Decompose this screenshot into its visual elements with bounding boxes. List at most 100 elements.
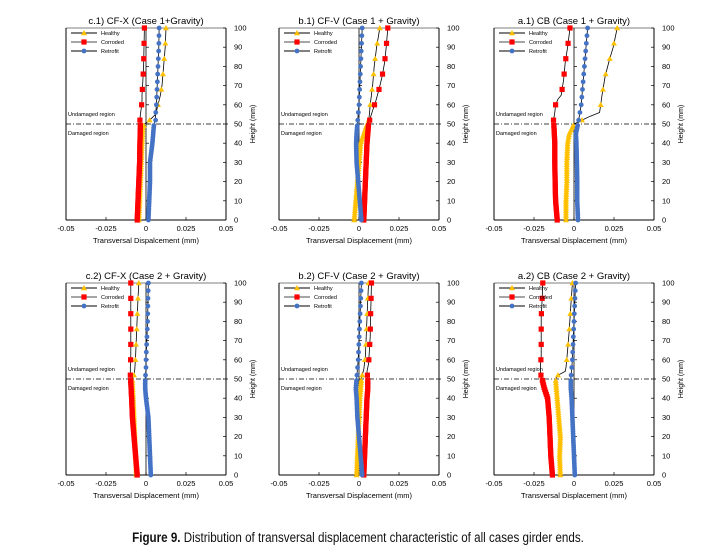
y-tick-label: 0 bbox=[234, 471, 238, 480]
data-point bbox=[140, 71, 146, 77]
data-point bbox=[132, 356, 139, 362]
data-point bbox=[156, 25, 162, 31]
data-point bbox=[584, 33, 590, 39]
y-tick-label: 0 bbox=[662, 471, 666, 480]
data-point bbox=[581, 71, 587, 77]
y-axis-label: Height (mm) bbox=[250, 360, 257, 399]
y-tick-label: 60 bbox=[234, 355, 242, 364]
legend-label-corroded: Corroded bbox=[101, 295, 124, 301]
data-point bbox=[128, 311, 134, 317]
series-healthy bbox=[552, 280, 576, 478]
data-point bbox=[146, 280, 151, 286]
y-tick-label: 40 bbox=[234, 394, 242, 403]
data-point bbox=[358, 377, 365, 383]
legend-marker-healthy bbox=[509, 285, 515, 291]
legend-marker-healthy bbox=[81, 285, 87, 291]
data-point bbox=[359, 280, 364, 286]
y-tick-label: 100 bbox=[234, 279, 247, 288]
undamaged-region-label: Undamaged region bbox=[496, 112, 543, 118]
data-point bbox=[379, 71, 386, 77]
chart-a2: a.2) CB (Case 2 + Gravity)-0.05 -0.025 0 0.… bbox=[485, 271, 685, 500]
y-tick-label: 60 bbox=[662, 355, 670, 364]
x-tick-label: 0.025 bbox=[390, 224, 409, 233]
data-point bbox=[354, 123, 360, 128]
data-point bbox=[583, 48, 589, 54]
data-point bbox=[139, 86, 145, 93]
data-point bbox=[141, 40, 147, 46]
legend-label-healthy: Healthy bbox=[314, 286, 333, 292]
data-point bbox=[354, 378, 359, 383]
y-tick-label: 70 bbox=[447, 81, 455, 90]
y-tick-label: 30 bbox=[447, 413, 455, 422]
data-point bbox=[145, 303, 151, 309]
y-tick-label: 10 bbox=[234, 451, 242, 460]
data-point bbox=[356, 342, 362, 347]
data-point bbox=[141, 56, 147, 62]
y-tick-label: 80 bbox=[662, 317, 670, 326]
chart-c1: c.1) CF-X (Case 1+Gravity)-0.05 -0.025 0 0.… bbox=[57, 16, 257, 245]
data-point bbox=[355, 117, 361, 123]
data-point bbox=[141, 25, 147, 31]
data-point bbox=[569, 365, 575, 370]
series-corroded bbox=[361, 25, 391, 223]
data-point bbox=[570, 342, 576, 347]
y-tick-label: 10 bbox=[234, 196, 242, 205]
y-tick-label: 30 bbox=[234, 158, 242, 167]
data-point bbox=[144, 334, 150, 340]
legend-label-healthy: Healthy bbox=[529, 286, 548, 292]
y-tick-label: 0 bbox=[234, 216, 238, 225]
y-tick-label: 20 bbox=[662, 177, 670, 186]
legend: Healthy Corroded Retrofit bbox=[499, 30, 552, 55]
data-point bbox=[538, 326, 544, 332]
data-point bbox=[602, 71, 609, 77]
data-point bbox=[371, 102, 378, 108]
data-point bbox=[356, 94, 362, 100]
data-point bbox=[367, 341, 373, 348]
legend: Healthy Corroded Retrofit bbox=[499, 285, 552, 310]
legend-marker-corroded bbox=[509, 294, 515, 300]
data-point bbox=[159, 71, 166, 77]
y-tick-label: 70 bbox=[447, 336, 455, 345]
y-tick-label: 60 bbox=[234, 100, 242, 109]
data-point bbox=[154, 79, 160, 85]
data-point bbox=[572, 303, 578, 309]
data-point bbox=[162, 40, 169, 46]
y-tick-label: 50 bbox=[234, 375, 242, 384]
x-tick-label: 0 bbox=[572, 224, 576, 233]
y-tick-label: 100 bbox=[662, 24, 675, 33]
y-tick-label: 50 bbox=[234, 120, 242, 129]
undamaged-region-label: Undamaged region bbox=[281, 367, 328, 373]
data-point bbox=[133, 326, 140, 332]
data-point bbox=[570, 122, 577, 128]
data-point bbox=[368, 311, 374, 317]
data-point bbox=[145, 288, 151, 294]
x-tick-label: 0 bbox=[572, 479, 576, 488]
data-point bbox=[128, 280, 134, 286]
chart-title: c.2) CF-X (Case 2 + Gravity) bbox=[86, 271, 207, 282]
data-point bbox=[573, 280, 578, 286]
damaged-region-label: Damaged region bbox=[496, 131, 537, 137]
y-tick-label: 80 bbox=[447, 62, 455, 71]
data-point bbox=[606, 55, 613, 61]
y-tick-label: 70 bbox=[234, 336, 242, 345]
chart-a1: a.1) CB (Case 1 + Gravity)-0.05 -0.025 0 0.… bbox=[485, 16, 685, 245]
chart-title: a.2) CB (Case 2 + Gravity) bbox=[518, 271, 630, 282]
x-tick-label: -0.025 bbox=[523, 224, 544, 233]
y-tick-label: 50 bbox=[447, 120, 455, 129]
data-point bbox=[376, 25, 383, 31]
data-point bbox=[368, 295, 374, 301]
data-point bbox=[578, 102, 584, 108]
legend-label-retrofit: Retrofit bbox=[314, 49, 332, 55]
data-point bbox=[582, 64, 587, 69]
y-tick-label: 30 bbox=[447, 158, 455, 167]
x-axis-label: Transversal Displacement (mm) bbox=[306, 491, 412, 500]
undamaged-region-label: Undamaged region bbox=[496, 367, 543, 373]
data-point bbox=[382, 56, 388, 62]
x-tick-label: 0 bbox=[144, 479, 148, 488]
legend-marker-corroded bbox=[294, 294, 300, 300]
y-tick-label: 40 bbox=[234, 139, 242, 148]
data-point bbox=[575, 123, 581, 128]
legend: Healthy Corroded Retrofit bbox=[284, 285, 337, 310]
data-point bbox=[128, 341, 134, 348]
